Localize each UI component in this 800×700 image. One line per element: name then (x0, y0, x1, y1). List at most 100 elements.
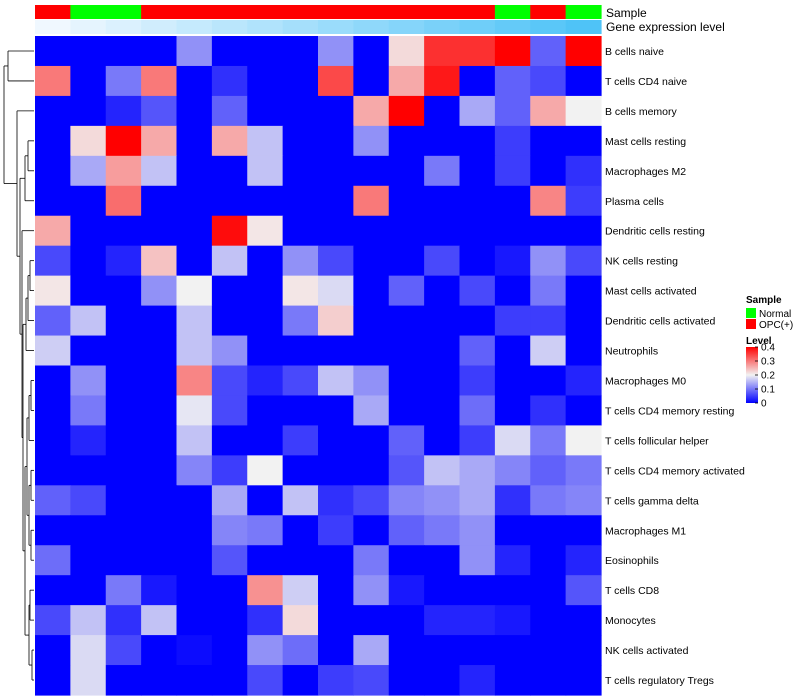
expression-annotation-cell (565, 20, 602, 34)
heatmap-cell (247, 215, 284, 247)
heatmap-cell (105, 635, 142, 666)
heatmap-cell (211, 65, 248, 97)
heatmap-cell (530, 245, 567, 277)
sample-annotation-cell (176, 5, 213, 19)
heatmap-cell (282, 575, 319, 606)
row-label: Monocytes (605, 615, 656, 627)
heatmap-cell (141, 515, 178, 546)
heatmap-cell (388, 305, 425, 337)
heatmap-cell (424, 635, 461, 666)
heatmap-cell (141, 155, 178, 187)
heatmap-cell (459, 36, 496, 67)
heatmap-cell (247, 365, 284, 397)
heatmap-cell (211, 335, 248, 367)
heatmap-cell (35, 275, 71, 307)
row-label: Macrophages M0 (605, 375, 686, 387)
heatmap-cell (565, 545, 602, 576)
heatmap-cell (176, 635, 213, 666)
heatmap-cell (353, 515, 390, 546)
heatmap-cell (318, 215, 354, 247)
row-label: Dendritic cells resting (605, 226, 705, 238)
heatmap-cell (388, 425, 425, 456)
heatmap-cell (282, 485, 319, 516)
row-label: Dendritic cells activated (605, 316, 715, 328)
heatmap-cell (247, 125, 284, 157)
heatmap-cell (70, 305, 107, 337)
heatmap-cell (70, 275, 107, 307)
heatmap-cell (70, 245, 107, 277)
heatmap-cell (353, 65, 390, 97)
heatmap-cell (105, 275, 142, 307)
heatmap-cell (353, 605, 390, 636)
heatmap-cell (388, 395, 425, 427)
heatmap-cell (459, 485, 496, 516)
heatmap-cell (70, 425, 107, 456)
heatmap-cell (388, 95, 425, 127)
heatmap-cell (282, 515, 319, 546)
heatmap-cell (565, 395, 602, 427)
heatmap-cell (565, 425, 602, 456)
heatmap-cell (141, 635, 178, 666)
heatmap-cell (35, 545, 71, 576)
heatmap-cell (565, 485, 602, 516)
row-label: T cells follicular helper (605, 435, 709, 447)
row-label: Plasma cells (605, 196, 664, 208)
heatmap-cell (318, 335, 354, 367)
heatmap-cell (494, 365, 531, 397)
heatmap-cell (282, 245, 319, 277)
legend-sample-title: Sample (746, 295, 782, 306)
row-label: Neutrophils (605, 346, 658, 358)
heatmap-cell (70, 515, 107, 546)
heatmap-cell (388, 485, 425, 516)
heatmap-cell (424, 605, 461, 636)
heatmap-cell (565, 245, 602, 277)
heatmap-cell (494, 515, 531, 546)
heatmap-cell (318, 515, 354, 546)
heatmap-cell (494, 395, 531, 427)
heatmap-cell (70, 155, 107, 187)
heatmap-cell (388, 125, 425, 157)
heatmap-cell (141, 545, 178, 576)
heatmap-cell (459, 65, 496, 97)
heatmap-cell (494, 545, 531, 576)
heatmap-cell (247, 95, 284, 127)
heatmap-cell (70, 36, 107, 67)
heatmap-cell (565, 605, 602, 636)
heatmap-cell (70, 65, 107, 97)
row-label: NK cells activated (605, 645, 689, 657)
level-tick-label: 0.2 (761, 371, 775, 382)
heatmap-cell (353, 215, 390, 247)
heatmap-cell (459, 275, 496, 307)
heatmap-cell (494, 485, 531, 516)
heatmap-cell (105, 395, 142, 427)
heatmap-cell (35, 65, 71, 97)
heatmap-cell (424, 665, 461, 696)
heatmap-cell (565, 365, 602, 397)
heatmap-cell (459, 335, 496, 367)
heatmap-cell (530, 395, 567, 427)
heatmap-cell (424, 425, 461, 456)
heatmap-cell (247, 305, 284, 337)
heatmap-cell (35, 36, 71, 67)
heatmap-cell (35, 335, 71, 367)
expression-annotation-cell (247, 20, 284, 34)
heatmap-cell (211, 545, 248, 576)
heatmap-cell (282, 305, 319, 337)
heatmap-cell (141, 275, 178, 307)
heatmap-cell (388, 275, 425, 307)
heatmap-cell (70, 185, 107, 217)
row-label: B cells memory (605, 106, 678, 118)
heatmap-cell (459, 155, 496, 187)
heatmap-cell (530, 575, 567, 606)
heatmap-cell (424, 575, 461, 606)
heatmap-cell (247, 185, 284, 217)
heatmap-cell (388, 455, 425, 486)
heatmap-cell (318, 455, 354, 486)
heatmap-cell (70, 365, 107, 397)
heatmap-cell (282, 36, 319, 67)
heatmap-cell (459, 365, 496, 397)
heatmap-cell (530, 335, 567, 367)
heatmap-cell (211, 245, 248, 277)
heatmap-cell (459, 95, 496, 127)
heatmap-cell (494, 425, 531, 456)
